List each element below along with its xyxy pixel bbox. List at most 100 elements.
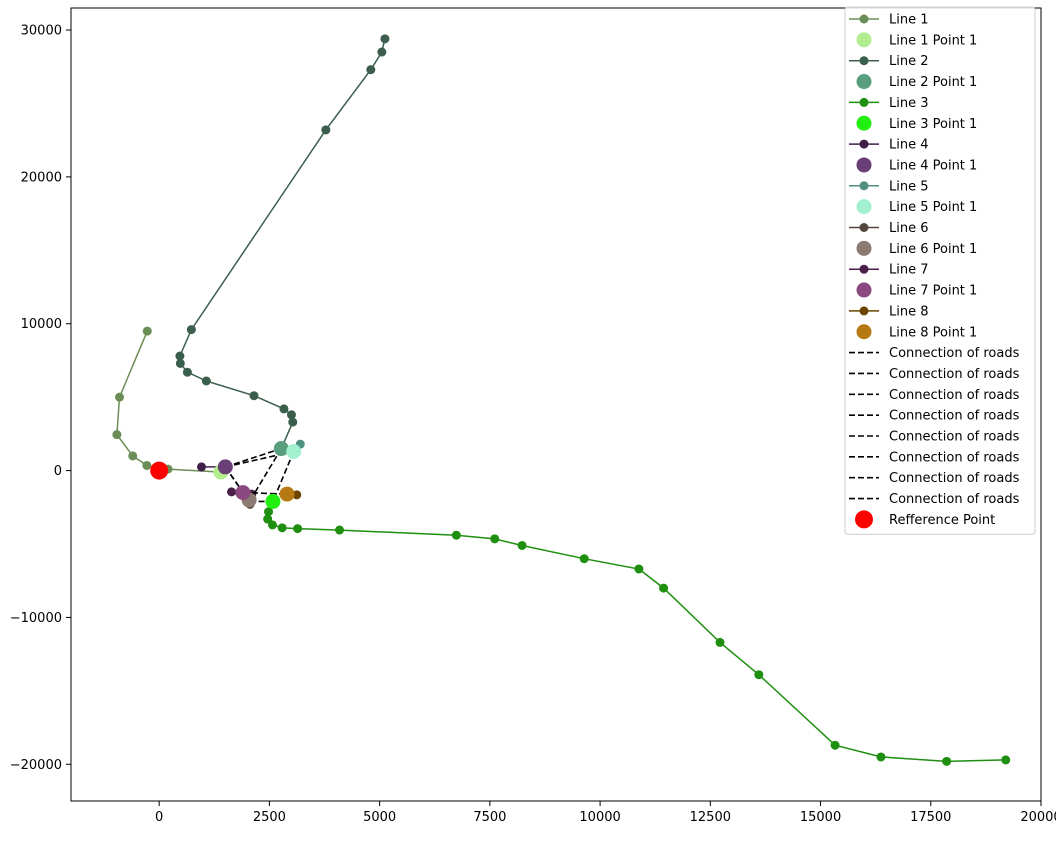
series-3-marker: [831, 741, 840, 750]
y-tick-label: 10000: [21, 317, 62, 332]
x-tick-label: 20000: [1020, 810, 1056, 825]
series-3-marker: [716, 638, 725, 647]
legend-marker-swatch: [860, 306, 869, 315]
legend-label: Line 6: [889, 221, 929, 236]
series-3-marker: [754, 670, 763, 679]
legend-label: Connection of roads: [889, 430, 1020, 445]
series-2-marker: [380, 34, 389, 43]
connection-line: [225, 449, 281, 467]
series-3-marker: [490, 534, 499, 543]
series-3-marker: [1001, 755, 1010, 764]
series-3-marker: [876, 752, 885, 761]
series-3-marker: [942, 757, 951, 766]
series-2-marker: [279, 404, 288, 413]
series-4-marker: [197, 462, 206, 471]
legend-label: Connection of roads: [889, 450, 1020, 465]
series-3-point-1: [265, 494, 280, 509]
legend-marker-swatch: [860, 15, 869, 24]
x-tick-label: 2500: [253, 810, 286, 825]
legend-marker-swatch: [860, 56, 869, 65]
series-1-marker: [112, 430, 121, 439]
series-2-marker: [183, 368, 192, 377]
legend-point-swatch: [857, 157, 872, 172]
series-3-marker: [452, 531, 461, 540]
legend-label: Line 4: [889, 138, 929, 153]
legend-point-swatch: [857, 283, 872, 298]
y-tick-label: −20000: [10, 758, 62, 773]
series-7-point-1: [235, 485, 250, 500]
legend-label: Line 4 Point 1: [889, 158, 977, 173]
series-8-point-1: [280, 487, 295, 502]
legend-point-swatch: [857, 74, 872, 89]
legend-point-swatch: [857, 116, 872, 131]
legend-label: Line 1: [889, 13, 929, 28]
legend-label: Line 2 Point 1: [889, 75, 977, 90]
legend-label: Refference Point: [889, 513, 995, 528]
series-3-marker: [278, 523, 287, 532]
x-tick-label: 5000: [363, 810, 396, 825]
legend-label: Line 2: [889, 54, 929, 69]
series-2-marker: [176, 359, 185, 368]
series-2-marker: [366, 65, 375, 74]
series-line-1: [117, 331, 221, 472]
legend-label: Line 7: [889, 263, 929, 278]
legend-point-swatch: [857, 324, 872, 339]
legend-label: Line 5: [889, 179, 929, 194]
legend-label: Line 5 Point 1: [889, 200, 977, 215]
series-3-marker: [293, 524, 302, 533]
legend-point-swatch: [857, 199, 872, 214]
legend-marker-swatch: [860, 265, 869, 274]
series-2-marker: [288, 418, 297, 427]
series-1-marker: [143, 327, 152, 336]
legend-reference-swatch: [855, 510, 873, 528]
series-5-point-1: [286, 444, 301, 459]
series-1-marker: [128, 451, 137, 460]
x-tick-label: 15000: [800, 810, 841, 825]
x-tick-label: 12500: [690, 810, 731, 825]
series-3-marker: [659, 584, 668, 593]
x-tick-label: 17500: [910, 810, 951, 825]
x-tick-label: 0: [155, 810, 163, 825]
x-tick-label: 7500: [473, 810, 506, 825]
legend-label: Connection of roads: [889, 409, 1020, 424]
y-tick-label: 0: [54, 464, 62, 479]
legend-label: Line 1 Point 1: [889, 33, 977, 48]
series-7-marker: [227, 487, 236, 496]
legend-label: Connection of roads: [889, 471, 1020, 486]
series-2-marker: [202, 377, 211, 386]
series-3-marker: [580, 554, 589, 563]
y-tick-label: −10000: [10, 611, 62, 626]
legend-point-swatch: [857, 241, 872, 256]
series-2-marker: [377, 48, 386, 57]
series-2-marker: [187, 325, 196, 334]
series-3-marker: [518, 541, 527, 550]
x-tick-label: 10000: [579, 810, 620, 825]
series-1-marker: [115, 393, 124, 402]
legend-marker-swatch: [860, 140, 869, 149]
series-2-marker: [249, 391, 258, 400]
legend-label: Connection of roads: [889, 367, 1020, 382]
series-3-marker: [335, 526, 344, 535]
series-3-marker: [634, 564, 643, 573]
legend-label: Line 6 Point 1: [889, 242, 977, 257]
series-line-2: [180, 39, 385, 449]
legend-label: Line 8 Point 1: [889, 325, 977, 340]
legend-label: Connection of roads: [889, 346, 1020, 361]
legend-label: Line 3: [889, 96, 929, 111]
legend-marker-swatch: [860, 223, 869, 232]
series-line-3: [268, 503, 1006, 762]
series-1-marker: [142, 461, 151, 470]
legend-label: Line 7 Point 1: [889, 284, 977, 299]
legend-label: Connection of roads: [889, 492, 1020, 507]
legend-marker-swatch: [860, 98, 869, 107]
legend-point-swatch: [857, 32, 872, 47]
y-tick-label: 30000: [21, 24, 62, 39]
legend-label: Line 8: [889, 304, 929, 319]
series-4-point-1: [218, 459, 233, 474]
legend-label: Connection of roads: [889, 388, 1020, 403]
legend-label: Line 3 Point 1: [889, 117, 977, 132]
legend-marker-swatch: [860, 181, 869, 190]
legend: Line 1 Line 1 Point 1 Line 2 Line 2 Point 1…: [845, 7, 1035, 534]
